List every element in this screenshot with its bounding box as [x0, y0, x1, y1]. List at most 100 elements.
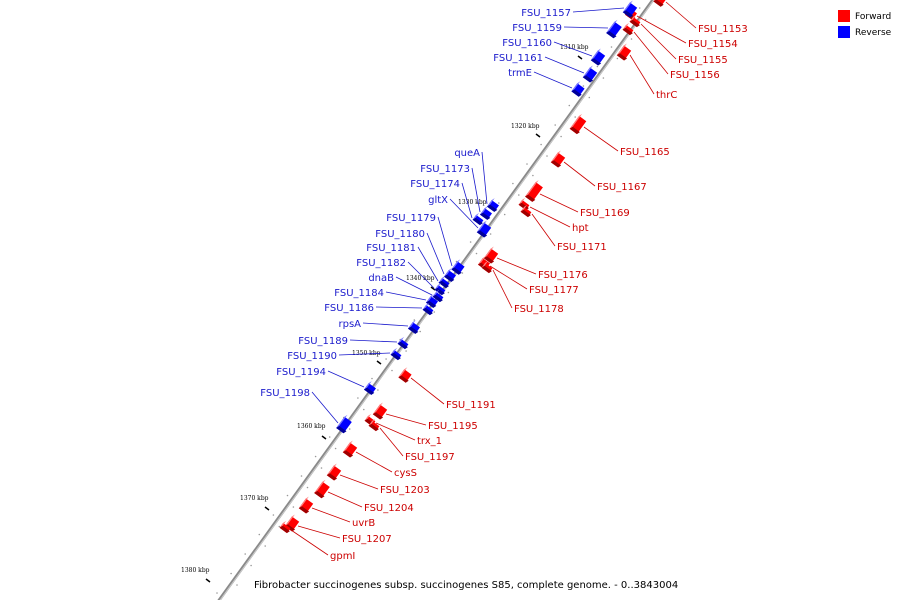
- gene-label-fsu-1186[interactable]: FSU_1186: [324, 303, 374, 314]
- gene-label-fsu-1177[interactable]: FSU_1177: [529, 285, 579, 296]
- gene-label-fsu-1154[interactable]: FSU_1154: [688, 39, 738, 50]
- gene-side-fsu-1171: [520, 209, 531, 218]
- leader-line-fsu-1195: [385, 413, 427, 426]
- gene-label-fsu-1161[interactable]: FSU_1161: [493, 53, 543, 64]
- gene-fsu-1180[interactable]: [444, 268, 456, 282]
- gene-fsu-1189[interactable]: [397, 336, 409, 350]
- gene-fsu-1169[interactable]: [525, 180, 543, 202]
- gene-fsu-1204[interactable]: [314, 479, 330, 499]
- gene-label-fsu-1182[interactable]: FSU_1182: [356, 258, 406, 269]
- gene-label-fsu-1191[interactable]: FSU_1191: [446, 400, 496, 411]
- gene-uvrb[interactable]: [298, 496, 314, 514]
- gene-dnab[interactable]: [432, 289, 444, 303]
- gene-label-cyss[interactable]: cysS: [394, 468, 417, 479]
- legend-forward-label: Forward: [855, 12, 891, 22]
- gene-label-rpsa[interactable]: rpsA: [338, 319, 361, 330]
- gene-label-fsu-1203[interactable]: FSU_1203: [380, 485, 430, 496]
- minor-tick: [385, 358, 387, 360]
- gene-label-trme[interactable]: trmE: [508, 68, 532, 79]
- gene-label-fsu-1159[interactable]: FSU_1159: [512, 23, 562, 34]
- gene-fsu-1179[interactable]: [451, 259, 465, 275]
- gene-label-fsu-1178[interactable]: FSU_1178: [514, 304, 564, 315]
- gene-label-fsu-1165[interactable]: FSU_1165: [620, 147, 670, 158]
- gene-label-fsu-1160[interactable]: FSU_1160: [502, 38, 552, 49]
- gene-hpt[interactable]: [518, 197, 530, 211]
- gene-fsu-1160[interactable]: [590, 48, 606, 66]
- gene-trme[interactable]: [571, 81, 585, 97]
- gene-label-trx-1[interactable]: trx_1: [417, 436, 442, 447]
- leader-line-uvrb: [311, 507, 351, 523]
- gene-top-fsu-1177: [478, 256, 486, 265]
- gene-fsu-1155[interactable]: [629, 14, 641, 28]
- gene-label-fsu-1173[interactable]: FSU_1173: [420, 164, 470, 175]
- gene-label-fsu-1153[interactable]: FSU_1153: [698, 24, 748, 35]
- gene-fsu-1165[interactable]: [569, 113, 587, 135]
- gene-label-fsu-1167[interactable]: FSU_1167: [597, 182, 647, 193]
- gene-fsu-1181[interactable]: [438, 275, 450, 289]
- gene-label-fsu-1190[interactable]: FSU_1190: [287, 351, 337, 362]
- gene-label-fsu-1179[interactable]: FSU_1179: [386, 213, 436, 224]
- gene-label-fsu-1169[interactable]: FSU_1169: [580, 208, 630, 219]
- gene-fsu-1203[interactable]: [326, 463, 342, 481]
- gene-fsu-1157[interactable]: [622, 0, 638, 18]
- gene-label-fsu-1176[interactable]: FSU_1176: [538, 270, 588, 281]
- gene-label-uvrb[interactable]: uvrB: [352, 518, 375, 529]
- leader-line-fsu-1203: [339, 474, 379, 490]
- gene-label-fsu-1189[interactable]: FSU_1189: [298, 336, 348, 347]
- gene-label-thrc[interactable]: thrC: [656, 90, 677, 101]
- gene-fsu-1184[interactable]: [426, 294, 438, 308]
- gene-label-fsu-1194[interactable]: FSU_1194: [276, 367, 326, 378]
- gene-fsu-1174[interactable]: [472, 212, 484, 226]
- gene-gltx[interactable]: [476, 220, 492, 238]
- minor-tick: [250, 564, 252, 567]
- gene-fsu-1159[interactable]: [606, 19, 622, 39]
- gene-side-fsu-1165: [569, 126, 580, 135]
- gene-fsu-1156[interactable]: [622, 22, 634, 36]
- gene-fsu-1161[interactable]: [582, 65, 598, 83]
- gene-fsu-1167[interactable]: [550, 150, 566, 168]
- gene-label-fsu-1184[interactable]: FSU_1184: [334, 288, 384, 299]
- gene-fsu-1182[interactable]: [434, 282, 446, 296]
- gene-label-gpmi[interactable]: gpmI: [330, 551, 355, 562]
- gene-cyss[interactable]: [342, 440, 358, 458]
- gene-fsu-1191[interactable]: [398, 367, 412, 383]
- gene-top-fsu-1160: [590, 48, 601, 61]
- gene-label-fsu-1181[interactable]: FSU_1181: [366, 243, 416, 254]
- gene-fsu-1195[interactable]: [372, 402, 388, 420]
- leader-line-fsu-1153: [665, 1, 697, 29]
- gene-top-quea: [487, 198, 495, 207]
- legend-reverse-label: Reverse: [855, 28, 892, 38]
- gene-label-fsu-1198[interactable]: FSU_1198: [260, 388, 310, 399]
- gene-fsu-1153[interactable]: [653, 0, 666, 7]
- gene-label-fsu-1174[interactable]: FSU_1174: [410, 179, 460, 190]
- gene-label-hpt[interactable]: hpt: [572, 223, 589, 234]
- gene-rpsa[interactable]: [408, 320, 420, 334]
- gene-fsu-1190[interactable]: [390, 347, 402, 361]
- gene-label-fsu-1207[interactable]: FSU_1207: [342, 534, 392, 545]
- gene-label-fsu-1195[interactable]: FSU_1195: [428, 421, 478, 432]
- gene-label-dnab[interactable]: dnaB: [368, 273, 394, 284]
- gene-thrc[interactable]: [616, 43, 632, 61]
- gene-fsu-1194[interactable]: [364, 381, 376, 395]
- gene-label-fsu-1157[interactable]: FSU_1157: [521, 8, 571, 19]
- gene-fsu-1178[interactable]: [481, 260, 493, 274]
- gene-label-fsu-1197[interactable]: FSU_1197: [405, 452, 455, 463]
- gene-fsu-1171[interactable]: [520, 204, 532, 218]
- gene-fsu-1198[interactable]: [336, 414, 352, 434]
- gene-fsu-1176[interactable]: [483, 246, 499, 264]
- leader-line-trme: [533, 71, 573, 89]
- gene-fsu-1173[interactable]: [480, 206, 492, 220]
- gene-fsu-1186[interactable]: [422, 302, 434, 316]
- gene-gpmi[interactable]: [279, 520, 291, 534]
- gene-label-fsu-1180[interactable]: FSU_1180: [375, 229, 425, 240]
- gene-label-fsu-1171[interactable]: FSU_1171: [557, 242, 607, 253]
- gene-fsu-1197[interactable]: [368, 418, 380, 432]
- gene-top-cyss: [342, 440, 353, 453]
- gene-label-fsu-1156[interactable]: FSU_1156: [670, 70, 720, 81]
- minor-tick: [419, 330, 422, 333]
- gene-quea[interactable]: [487, 198, 499, 212]
- gene-label-quea[interactable]: queA: [454, 148, 480, 159]
- gene-label-fsu-1155[interactable]: FSU_1155: [678, 55, 728, 66]
- gene-label-fsu-1204[interactable]: FSU_1204: [364, 503, 414, 514]
- gene-label-gltx[interactable]: gltX: [428, 195, 448, 206]
